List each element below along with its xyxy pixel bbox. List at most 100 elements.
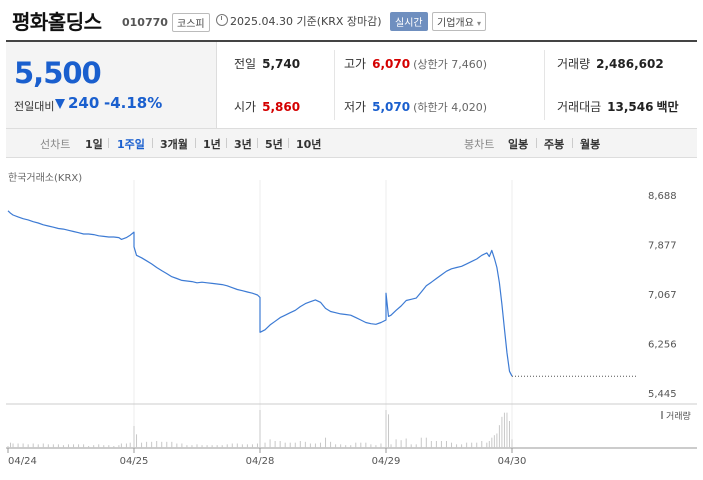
period-5y[interactable]: 5년 <box>265 138 283 151</box>
volume-bar <box>246 444 248 448</box>
volume-bar <box>481 441 483 448</box>
volume-bar <box>62 445 64 448</box>
company-info-dropdown[interactable]: 기업개요 ▾ <box>432 12 487 31</box>
volume-bar <box>211 445 213 448</box>
volume-bar <box>181 443 183 448</box>
volume-bar <box>471 442 473 448</box>
separator <box>152 138 153 148</box>
volume-bar <box>206 445 208 448</box>
volume-bar <box>466 442 468 448</box>
volume-bar <box>22 443 24 448</box>
volume-bar <box>52 444 54 448</box>
volume-bar <box>501 416 503 448</box>
separator <box>536 138 537 148</box>
volume-bar <box>319 442 321 448</box>
volume-bar <box>201 445 203 448</box>
trade-value-value: 13,546 <box>607 100 654 114</box>
quote-panel: 5,500 전일대비 240 -4.18% 전일 5,740 시가 5,860 고가… <box>6 40 697 129</box>
down-triangle-icon <box>55 99 65 109</box>
open-price: 시가 5,860 <box>234 98 300 115</box>
volume-bar <box>491 437 493 448</box>
chart-toolbar: 선차트 1일 1주일 3개월 1년 3년 5년 10년 봉차트 일봉 주봉 월봉 <box>6 128 697 158</box>
volume-bar <box>493 435 495 448</box>
volume-bar <box>118 445 120 448</box>
volume-bar <box>355 442 357 448</box>
chevron-down-icon: ▾ <box>477 19 482 28</box>
candle-weekly[interactable]: 주봉 <box>544 138 565 151</box>
divider <box>334 50 335 120</box>
volume-bar <box>78 444 80 448</box>
volume-bar <box>350 445 352 448</box>
volume-value: 2,486,602 <box>596 57 664 71</box>
upper-limit: (상한가 7,460) <box>413 58 487 71</box>
volume-bar <box>27 444 29 448</box>
volume-bar <box>113 446 115 448</box>
candle-monthly[interactable]: 월봉 <box>580 138 601 151</box>
high-label: 고가 <box>344 57 367 71</box>
price-change: 240 <box>68 94 100 112</box>
volume-bar <box>430 441 432 448</box>
stock-code: 010770 <box>122 16 168 29</box>
volume-bar <box>279 441 281 448</box>
volume-bar <box>12 443 14 448</box>
company-info-label: 기업개요 <box>437 18 474 29</box>
volume-bar <box>360 442 362 448</box>
volume-bar <box>456 444 458 448</box>
volume-bar <box>476 442 478 448</box>
volume-bar <box>32 443 34 448</box>
trade-value-label: 거래대금 <box>557 100 602 114</box>
period-10y[interactable]: 10년 <box>296 138 322 151</box>
volume-bar <box>141 442 143 448</box>
volume-bar <box>129 442 131 448</box>
volume-bar <box>226 444 228 448</box>
volume-bar <box>186 445 188 448</box>
volume-bar <box>37 444 39 448</box>
volume-bar <box>445 441 447 448</box>
price-summary: 5,500 전일대비 240 -4.18% <box>6 42 217 128</box>
realtime-button[interactable]: 실시간 <box>390 12 428 31</box>
volume-bar <box>325 437 327 448</box>
volume-bar <box>370 444 372 448</box>
volume-bar <box>440 441 442 448</box>
volume-bar <box>486 442 488 448</box>
y-tick-label: 6,256 <box>648 339 677 350</box>
volume-bar <box>17 443 19 448</box>
volume-bar <box>146 441 148 448</box>
volume-bar <box>496 433 498 448</box>
volume-bar <box>375 445 377 448</box>
volume-bar <box>410 444 412 448</box>
current-price: 5,500 <box>14 56 102 90</box>
high-value: 6,070 <box>372 57 411 71</box>
volume-bar <box>103 445 105 448</box>
period-3y[interactable]: 3년 <box>234 138 252 151</box>
period-1d[interactable]: 1일 <box>85 138 103 151</box>
volume-bar <box>314 443 316 448</box>
period-3m[interactable]: 3개월 <box>160 138 188 151</box>
x-tick-label: 04/29 <box>372 456 401 467</box>
lower-limit: (하한가 4,020) <box>413 101 487 114</box>
candle-daily[interactable]: 일봉 <box>508 138 529 151</box>
volume-bar <box>365 442 367 448</box>
volume-bar <box>488 441 490 448</box>
open-label: 시가 <box>234 100 257 114</box>
x-tick-label: 04/25 <box>120 456 149 467</box>
x-tick-label: 04/28 <box>246 456 275 467</box>
volume-bar <box>236 443 238 448</box>
period-1y[interactable]: 1년 <box>203 138 221 151</box>
volume-bar <box>503 412 505 448</box>
period-1w[interactable]: 1주일 <box>117 138 145 151</box>
volume-bar <box>176 443 178 448</box>
volume-bar <box>88 446 90 448</box>
volume-bar <box>120 443 122 448</box>
volume-bar <box>299 441 301 448</box>
market-badge: 코스피 <box>172 13 210 32</box>
volume-bar <box>508 421 510 448</box>
volume: 거래량 2,486,602 <box>557 55 664 72</box>
volume-bar <box>511 439 513 448</box>
low-value: 5,070 <box>372 100 411 114</box>
volume-bar <box>241 444 243 448</box>
volume-bar <box>67 444 69 448</box>
volume-bar <box>304 441 306 448</box>
x-tick-label: 04/30 <box>498 456 527 467</box>
separator <box>226 138 227 148</box>
